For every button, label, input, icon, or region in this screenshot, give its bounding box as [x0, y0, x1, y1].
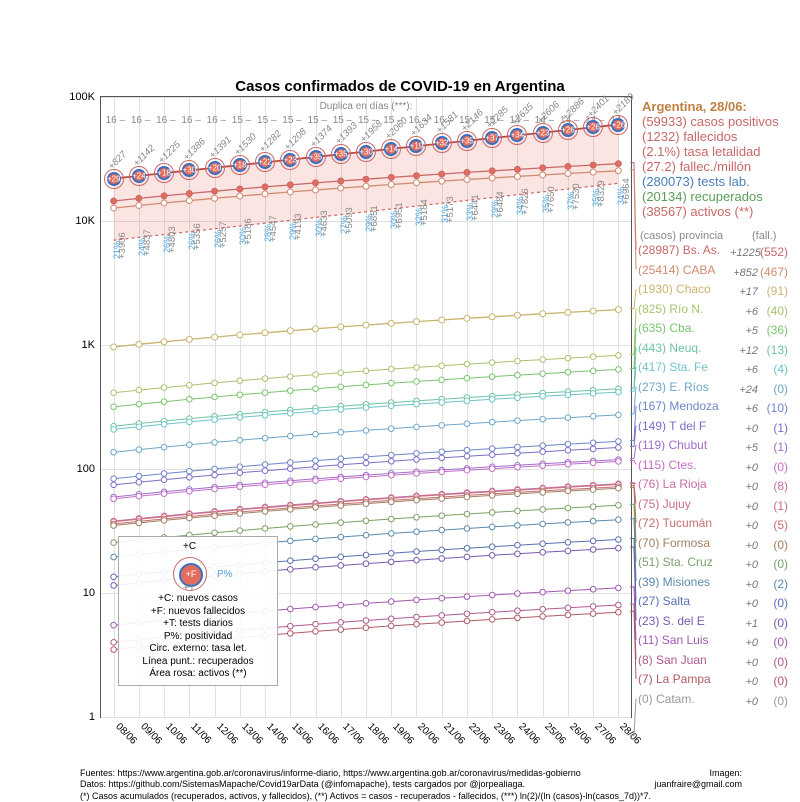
province-row: (11) San Luis+0(0) — [638, 634, 798, 649]
xtick: 19/06 — [391, 721, 416, 746]
xtick: 14/06 — [264, 721, 289, 746]
province-row: (115) Ctes.+0(0) — [638, 459, 798, 474]
province-row: (1930) Chaco+17(91) — [638, 283, 798, 298]
ytick: 10 — [83, 587, 95, 599]
summary-box: Argentina, 28/06:(59933) casos positivos… — [638, 98, 783, 222]
province-row: (51) Sta. Cruz+0(0) — [638, 556, 798, 571]
ytick: 100K — [69, 91, 95, 103]
xtick: 26/06 — [567, 721, 592, 746]
province-row: (76) La Rioja+0(8) — [638, 478, 798, 493]
province-row: (23) S. del E+1(0) — [638, 615, 798, 630]
xtick: 23/06 — [491, 721, 516, 746]
xtick: 13/06 — [239, 721, 264, 746]
footer-sources: Fuentes: https://www.argentina.gob.ar/co… — [80, 768, 700, 802]
province-row: (27) Salta+0(0) — [638, 595, 798, 610]
province-header-left: (casos) provincia — [640, 230, 723, 242]
xtick: 18/06 — [365, 721, 390, 746]
province-row: (25414) CABA+852(467) — [638, 264, 798, 279]
xtick: 10/06 — [163, 721, 188, 746]
xtick: 17/06 — [340, 721, 365, 746]
province-row: (119) Chubut+5(1) — [638, 439, 798, 454]
xtick: 24/06 — [517, 721, 542, 746]
province-row: (75) Jujuy+0(1) — [638, 498, 798, 513]
ytick: 100 — [77, 463, 95, 475]
province-row: (0) Catam.+0(0) — [638, 693, 798, 708]
province-row: (635) Cba.+5(36) — [638, 322, 798, 337]
xtick: 28/06 — [618, 721, 643, 746]
xtick: 27/06 — [592, 721, 617, 746]
province-header-right: (fall.) — [752, 230, 776, 242]
ytick: 10K — [75, 215, 95, 227]
province-row: (39) Misiones+0(2) — [638, 576, 798, 591]
province-row: (443) Neuq.+12(13) — [638, 342, 798, 357]
xtick: 20/06 — [416, 721, 441, 746]
province-row: (7) La Pampa+0(0) — [638, 673, 798, 688]
province-row: (273) E. Ríos+24(0) — [638, 381, 798, 396]
xtick: 21/06 — [441, 721, 466, 746]
province-row: (72) Tucumán+0(5) — [638, 517, 798, 532]
xtick: 09/06 — [138, 721, 163, 746]
footer-author: Imagen: juanfraire@gmail.com — [654, 768, 742, 791]
province-row: (149) T del F+0(1) — [638, 420, 798, 435]
xtick: 22/06 — [466, 721, 491, 746]
xtick: 15/06 — [290, 721, 315, 746]
xtick: 16/06 — [315, 721, 340, 746]
xtick: 12/06 — [214, 721, 239, 746]
province-row: (28987) Bs. As.+1225(552) — [638, 244, 798, 259]
province-row: (70) Formosa+0(0) — [638, 537, 798, 552]
xtick: 25/06 — [542, 721, 567, 746]
xtick: 11/06 — [189, 721, 214, 746]
province-row: (825) Río N.+6(40) — [638, 303, 798, 318]
province-row: (417) Sta. Fe+6(4) — [638, 361, 798, 376]
legend-box: +C+F+TP%+C: nuevos casos+F: nuevos falle… — [118, 536, 278, 686]
xtick: 08/06 — [113, 721, 138, 746]
page-title: Casos confirmados de COVID-19 en Argenti… — [0, 78, 800, 95]
province-row: (8) San Juan+0(0) — [638, 654, 798, 669]
province-row: (167) Mendoza+6(10) — [638, 400, 798, 415]
ytick: 1 — [89, 711, 95, 723]
ytick: 1K — [82, 339, 95, 351]
